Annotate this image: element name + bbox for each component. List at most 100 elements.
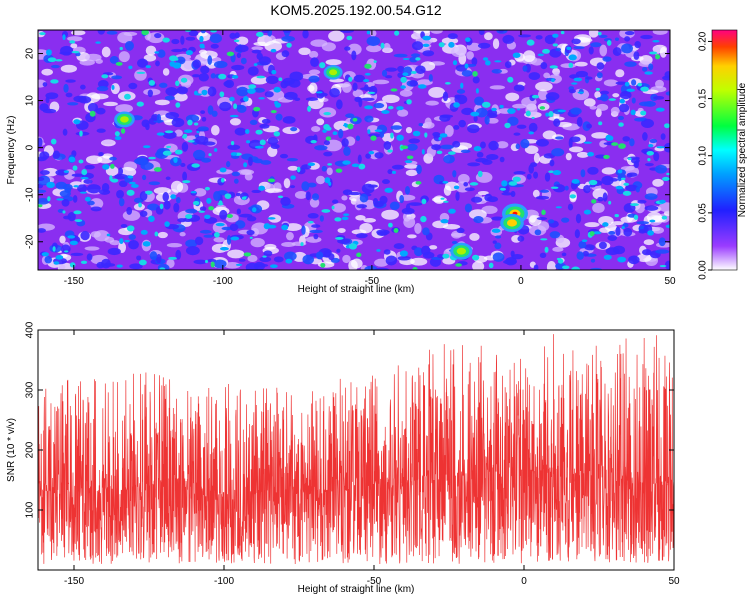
heatmap-core-patch bbox=[46, 181, 55, 189]
heatmap-core-patch bbox=[404, 160, 413, 164]
heatmap-core-patch bbox=[78, 159, 84, 164]
heatmap-high-patch bbox=[347, 123, 354, 130]
heatmap-mid-patch bbox=[654, 164, 668, 174]
heatmap-low-patch bbox=[652, 226, 665, 234]
heatmap-mid-patch bbox=[399, 195, 405, 204]
heatmap-mid-patch bbox=[464, 203, 473, 213]
heatmap-mid-patch bbox=[148, 181, 161, 186]
heatmap-core-patch bbox=[617, 256, 627, 263]
snr-y-tick-label-3: 400 bbox=[25, 321, 36, 338]
heatmap-core-patch bbox=[63, 170, 69, 173]
heatmap-mid-patch bbox=[163, 200, 171, 210]
heatmap-mid-patch bbox=[185, 246, 200, 256]
heatmap-mid-patch bbox=[86, 184, 101, 194]
heatmap-core-patch bbox=[531, 116, 535, 120]
heatmap-mid-patch bbox=[38, 176, 45, 182]
heatmap-mid-patch bbox=[229, 223, 239, 232]
heatmap-mid-patch bbox=[387, 169, 393, 175]
heatmap-mid-patch bbox=[528, 72, 541, 81]
heatmap-core-patch bbox=[583, 141, 593, 144]
heatmap-mid-patch bbox=[198, 73, 209, 82]
heatmap-mid-patch bbox=[338, 128, 344, 139]
heatmap-low-patch bbox=[59, 235, 66, 244]
heatmap-core-patch bbox=[79, 191, 87, 194]
heatmap-mid-patch bbox=[461, 70, 473, 77]
heatmap-mid-patch bbox=[352, 82, 358, 92]
heatmap-core-patch bbox=[109, 175, 113, 182]
heatmap-low-patch bbox=[466, 51, 474, 60]
heatmap-core-patch bbox=[106, 233, 111, 237]
heatmap-low-patch bbox=[145, 45, 157, 56]
heatmap-low-patch bbox=[372, 79, 390, 85]
heatmap-low-patch bbox=[620, 166, 635, 171]
heatmap-mid-patch bbox=[199, 229, 212, 234]
heatmap-mid-patch bbox=[126, 206, 133, 215]
heatmap-core-patch bbox=[79, 130, 83, 137]
heatmap-core-patch bbox=[206, 197, 212, 204]
heatmap-core-patch bbox=[111, 85, 115, 91]
heatmap-core-patch bbox=[204, 259, 209, 264]
heatmap-mid-patch bbox=[194, 236, 204, 246]
heatmap-mid-patch bbox=[628, 255, 640, 265]
heatmap-high-patch bbox=[352, 117, 358, 122]
heatmap-core-patch bbox=[262, 255, 267, 258]
heatmap-core-patch bbox=[187, 119, 193, 126]
heatmap-core-patch bbox=[481, 101, 491, 108]
heatmap-mid-patch bbox=[207, 86, 217, 97]
heatmap-mid-patch bbox=[372, 198, 379, 206]
heatmap-low-patch bbox=[328, 30, 345, 42]
heatmap-low-patch bbox=[84, 246, 100, 251]
heatmap-core-patch bbox=[391, 170, 397, 174]
heatmap-mid-patch bbox=[302, 30, 309, 39]
heatmap-core-patch bbox=[649, 51, 658, 55]
heatmap-mid-patch bbox=[510, 190, 516, 198]
heatmap-core-patch bbox=[438, 136, 442, 141]
heatmap-low-patch bbox=[143, 54, 157, 62]
heatmap-low-patch bbox=[67, 36, 83, 42]
heatmap-low-patch bbox=[326, 167, 333, 176]
heatmap-core-patch bbox=[204, 186, 210, 191]
heatmap-mid-patch bbox=[544, 172, 551, 182]
heatmap-mid-patch bbox=[415, 65, 426, 74]
heatmap-mid-patch bbox=[71, 173, 84, 177]
heatmap-mid-patch bbox=[80, 84, 86, 90]
snr-y-tick-label-1: 200 bbox=[25, 441, 36, 458]
heatmap-mid-patch bbox=[405, 203, 411, 213]
heatmap-core-patch bbox=[154, 231, 159, 237]
heatmap-low-patch bbox=[569, 146, 584, 153]
heatmap-mid-patch bbox=[642, 66, 648, 72]
heatmap-mid-patch bbox=[570, 107, 582, 115]
heatmap-core-patch bbox=[544, 246, 549, 253]
heatmap-mid-patch bbox=[323, 151, 333, 157]
heatmap-core-patch bbox=[560, 30, 565, 35]
heatmap-core-patch bbox=[256, 75, 266, 79]
heatmap-core-patch bbox=[662, 176, 670, 181]
heatmap-mid-patch bbox=[530, 162, 538, 168]
heatmap-core-patch bbox=[50, 138, 57, 145]
heatmap-core-patch bbox=[208, 153, 212, 157]
heatmap-high-patch bbox=[210, 261, 215, 268]
heatmap-mid-patch bbox=[456, 89, 466, 94]
heatmap-mid-patch bbox=[87, 200, 95, 206]
heatmap-core-patch bbox=[624, 81, 630, 87]
colorbar-tick-label-3: 0.15 bbox=[698, 88, 709, 108]
heatmap-mid-patch bbox=[624, 36, 631, 42]
heatmap-high-patch bbox=[320, 262, 326, 268]
heatmap-core-patch bbox=[148, 156, 156, 160]
heatmap-mid-patch bbox=[543, 153, 556, 159]
heatmap-mid-patch bbox=[456, 227, 465, 234]
snr-x-tick-label-0: -150 bbox=[64, 576, 84, 587]
heatmap-mid-patch bbox=[213, 259, 227, 269]
heatmap-core-patch bbox=[605, 134, 612, 141]
heatmap-mid-patch bbox=[129, 263, 143, 270]
heatmap-low-patch bbox=[382, 94, 400, 104]
heatmap-high-patch bbox=[226, 213, 233, 218]
heatmap-low-patch bbox=[264, 243, 277, 250]
heatmap-high-patch bbox=[541, 209, 546, 215]
heatmap-low-patch bbox=[41, 68, 53, 76]
heatmap-mid-patch bbox=[259, 256, 272, 262]
heatmap-mid-patch bbox=[84, 164, 95, 170]
heatmap-mid-patch bbox=[63, 83, 69, 93]
heatmap-mid-patch bbox=[484, 115, 490, 125]
